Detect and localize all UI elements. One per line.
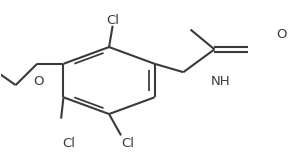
Text: O: O [276,28,287,41]
Text: Cl: Cl [106,14,119,27]
Text: Cl: Cl [62,137,75,150]
Text: Cl: Cl [122,137,135,150]
Text: NH: NH [211,75,230,88]
Text: O: O [33,75,44,88]
